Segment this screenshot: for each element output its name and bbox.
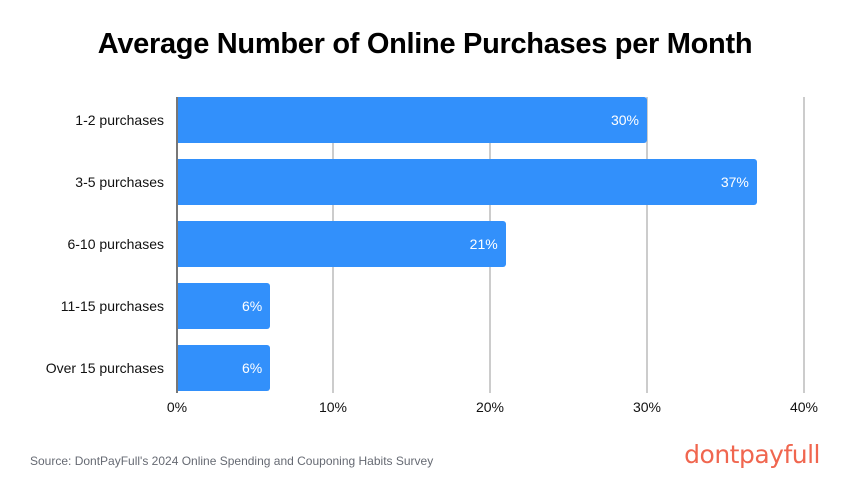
category-label: 1-2 purchases [75, 112, 164, 128]
bar: 30% [176, 97, 647, 143]
bar-value-label: 6% [241, 360, 263, 376]
category-label: Over 15 purchases [45, 360, 164, 376]
category-label: 3-5 purchases [75, 174, 164, 190]
x-tick-label: 0% [166, 399, 188, 415]
bar-value-label: 37% [720, 174, 749, 190]
x-tick-label: 30% [632, 399, 662, 415]
bar: 37% [176, 159, 757, 205]
chart-title: Average Number of Online Purchases per M… [97, 28, 753, 60]
bar-value-label: 21% [469, 236, 498, 252]
bar-value-label: 30% [610, 112, 639, 128]
bar-value-label: 6% [241, 298, 263, 314]
y-axis-line [176, 97, 178, 393]
plot-area: 30% 37% 21% 6% 6% [176, 97, 805, 393]
x-tick-label: 20% [475, 399, 505, 415]
bar: 6% [176, 345, 271, 391]
source-note: Source: DontPayFull's 2024 Online Spendi… [30, 454, 434, 468]
bar: 21% [176, 221, 506, 267]
category-label: 11-15 purchases [60, 298, 164, 314]
gridline [803, 97, 805, 393]
bar: 6% [176, 283, 271, 329]
gridline [646, 97, 648, 393]
category-label: 6-10 purchases [67, 236, 164, 252]
x-tick-label: 40% [789, 399, 819, 415]
x-tick-label: 10% [318, 399, 348, 415]
brand-logo: dontpayfull [684, 440, 820, 469]
